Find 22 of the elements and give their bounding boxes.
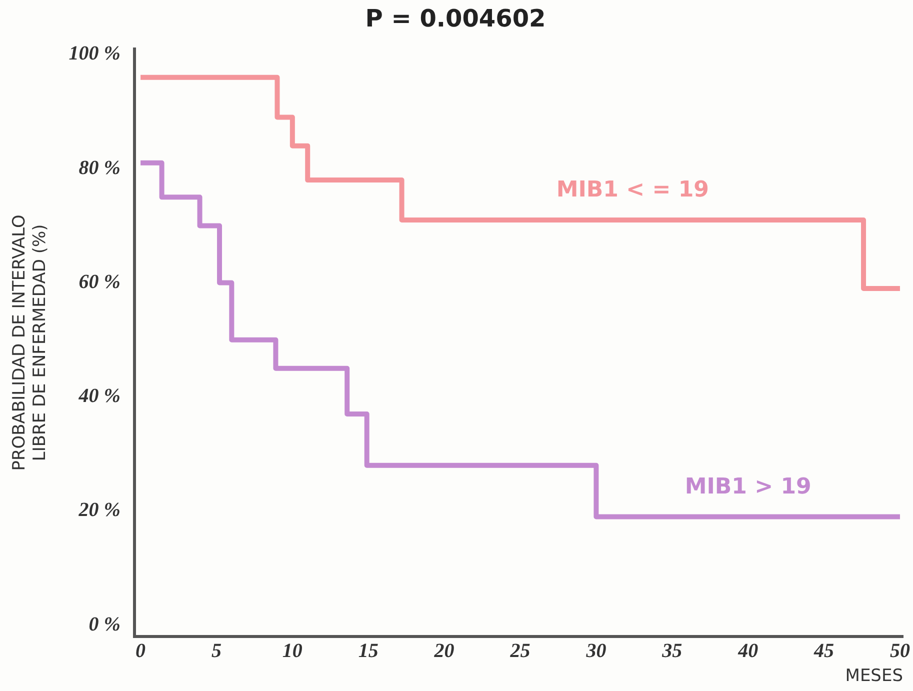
x-tick-label: 20 xyxy=(433,640,454,662)
x-tick-label: 15 xyxy=(358,640,378,662)
x-tick-label: 0 xyxy=(136,640,146,662)
y-axis-title: PROBABILIDAD DE INTERVALO LIBRE DE ENFERMEDAD (%) xyxy=(10,214,50,471)
x-tick-label: 30 xyxy=(585,640,606,662)
series-label: MIB1 < = 19 xyxy=(556,178,709,203)
x-tick-label: 5 xyxy=(211,640,222,662)
x-tick-label: 35 xyxy=(661,640,682,662)
x-tick-label: 45 xyxy=(813,640,834,662)
x-tick-label: 50 xyxy=(890,640,910,662)
y-tick-label: 40 % xyxy=(78,385,120,408)
x-tick-label: 10 xyxy=(282,640,302,662)
chart-title: P = 0.004602 xyxy=(365,4,546,33)
y-tick-label: 20 % xyxy=(78,499,120,522)
series-label: MIB1 > 19 xyxy=(684,474,812,500)
y-tick-label: 80 % xyxy=(78,156,120,179)
x-axis-title: MESES xyxy=(845,666,904,686)
y-tick-label: 100 % xyxy=(68,42,120,65)
y-tick-label: 0 % xyxy=(88,613,120,636)
y-tick-label: 60 % xyxy=(78,270,120,293)
x-tick-label: 40 xyxy=(737,640,758,662)
x-tick-label: 25 xyxy=(509,640,530,662)
